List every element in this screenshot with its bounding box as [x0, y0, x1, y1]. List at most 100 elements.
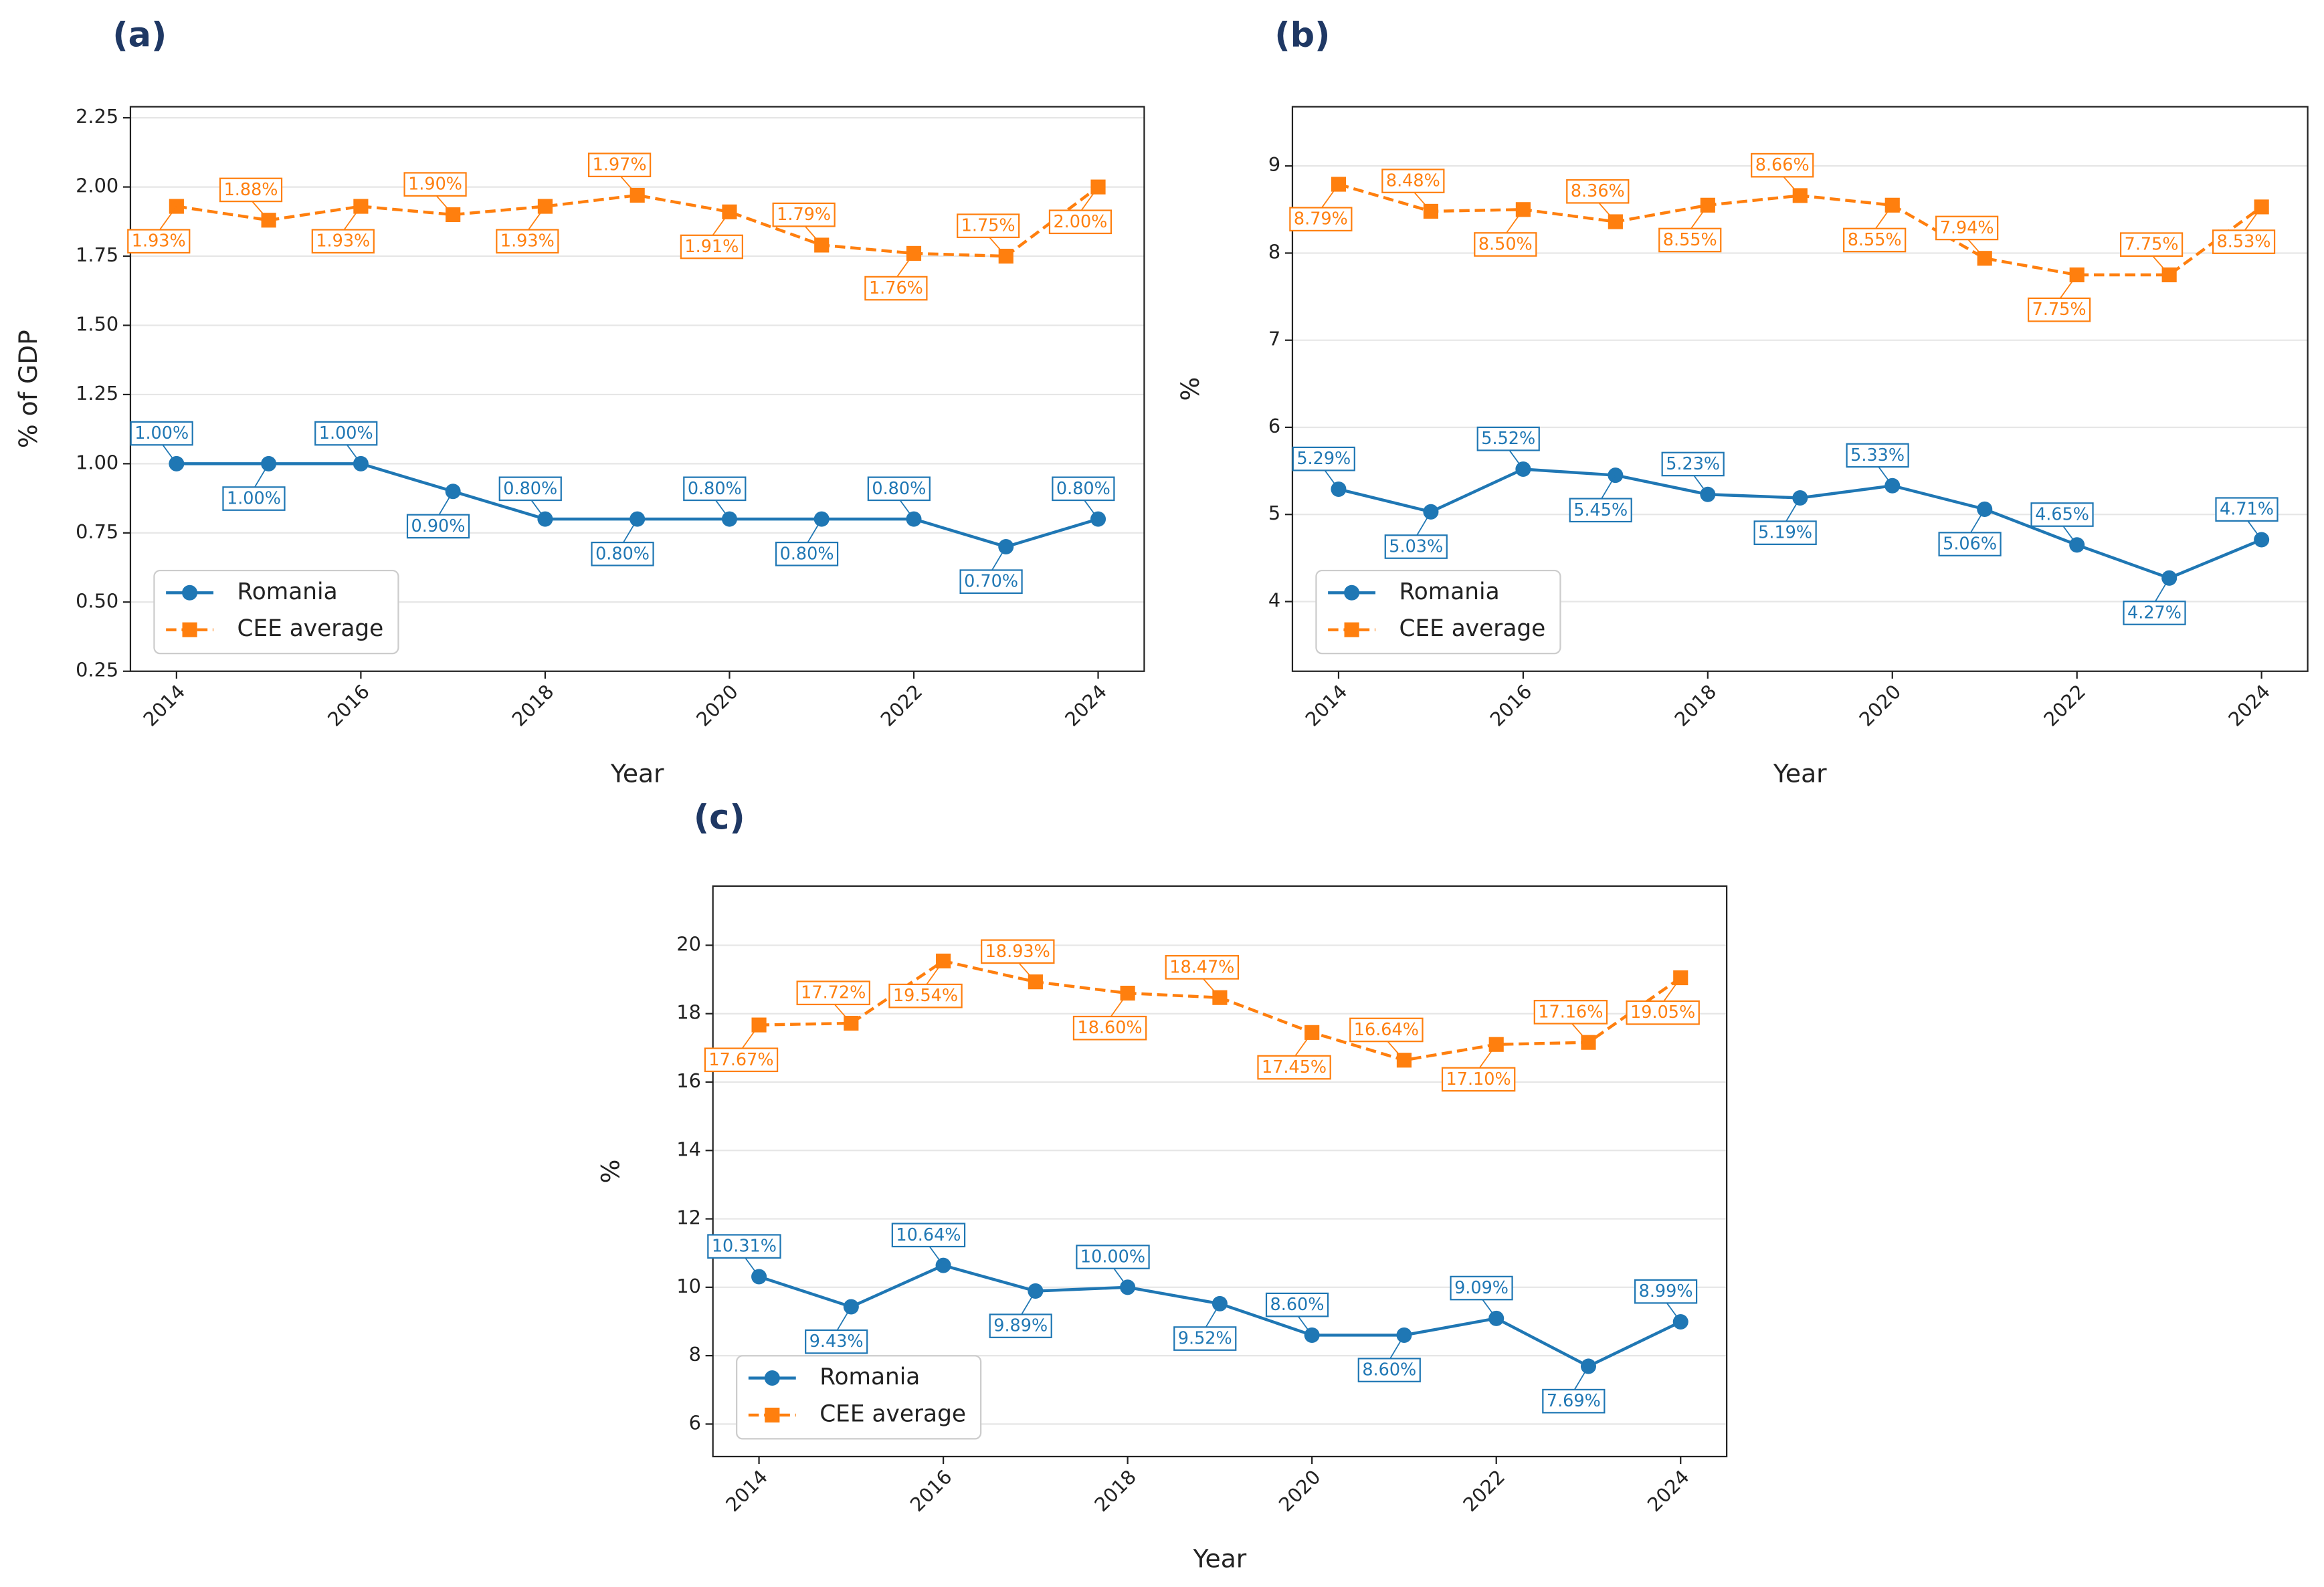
data-point — [998, 538, 1014, 555]
label-connector — [621, 518, 638, 544]
label-connector — [1389, 1334, 1405, 1361]
y-tick-label: 12 — [676, 1206, 701, 1229]
value-label-box — [1634, 1279, 1698, 1304]
value-label: 0.80% — [595, 544, 650, 564]
legend-label: Romania — [819, 1364, 920, 1390]
label-connector — [345, 443, 362, 464]
y-tick-label: 6 — [689, 1411, 701, 1434]
label-connector — [530, 498, 546, 520]
value-label: 1.91% — [684, 237, 739, 257]
value-label: 0.80% — [872, 479, 926, 499]
value-label: 8.60% — [1270, 1295, 1325, 1315]
value-label-box — [1938, 532, 2002, 556]
series-line — [176, 185, 1099, 258]
value-label-box — [314, 421, 378, 446]
label-connector — [803, 224, 822, 246]
data-point — [630, 511, 646, 527]
value-label-box — [1753, 520, 1817, 545]
label-connector — [1781, 175, 1801, 197]
value-label: 5.45% — [1573, 500, 1628, 520]
value-label: 9.52% — [1178, 1329, 1232, 1349]
y-tick-label: 16 — [676, 1069, 701, 1092]
value-label-box — [707, 1234, 781, 1259]
label-connector — [990, 546, 1007, 572]
value-label-box — [683, 476, 747, 502]
value-label: 4.71% — [2220, 500, 2274, 520]
y-tick-label: 6 — [1268, 415, 1280, 437]
label-connector — [1204, 1303, 1221, 1330]
value-label-box — [981, 939, 1055, 964]
value-label-box — [1076, 1245, 1150, 1269]
plot-frame — [129, 106, 1145, 672]
y-tick-label: 4 — [1268, 589, 1280, 612]
value-label: 2.00% — [1053, 212, 1107, 232]
y-axis-label: % of GDP — [13, 330, 43, 448]
value-label-box — [1072, 1015, 1147, 1041]
value-label: 8.53% — [2217, 232, 2271, 252]
label-connector — [1689, 205, 1709, 231]
legend-label: CEE average — [1399, 615, 1545, 642]
label-connector — [1109, 992, 1129, 1019]
value-label: 1.00% — [319, 423, 373, 443]
label-connector — [1082, 498, 1099, 520]
label-connector — [1323, 468, 1339, 490]
value-label-box — [1935, 215, 1999, 241]
plot-frame — [1291, 106, 2309, 672]
value-label: 10.64% — [896, 1225, 961, 1245]
y-tick-label: 1.25 — [76, 382, 118, 405]
y-tick-label: 8 — [689, 1343, 701, 1366]
value-label: 17.67% — [708, 1050, 773, 1070]
data-point — [1120, 1279, 1136, 1295]
label-connector — [1969, 508, 1986, 535]
x-axis-label: Year — [1193, 1544, 1247, 1574]
value-label-box — [130, 421, 193, 446]
label-connector — [2058, 274, 2078, 300]
value-label: 0.80% — [688, 479, 742, 499]
value-label: 1.75% — [961, 216, 1015, 236]
y-tick-label: 1.50 — [76, 312, 118, 335]
y-tick-label: 10 — [676, 1275, 701, 1297]
y-axis-label: % — [1175, 377, 1205, 401]
y-tick-label: 7 — [1268, 328, 1280, 350]
y-tick-label: 0.25 — [76, 659, 118, 681]
value-label: 9.09% — [1454, 1278, 1509, 1298]
y-tick-label: 8 — [1268, 240, 1280, 263]
value-label-box — [1474, 232, 1537, 257]
value-label-box — [2028, 297, 2091, 322]
label-connector — [1385, 1039, 1405, 1061]
value-label-box — [2119, 232, 2184, 257]
x-axis-label: Year — [610, 758, 664, 788]
value-label: 10.00% — [1080, 1247, 1145, 1267]
value-label: 8.48% — [1386, 171, 1440, 191]
label-connector — [2246, 519, 2262, 540]
label-connector — [743, 1256, 760, 1277]
value-label-box — [1533, 1000, 1608, 1025]
value-label-box — [796, 980, 870, 1006]
value-label-box — [704, 1047, 779, 1073]
label-connector — [741, 1025, 760, 1051]
value-label-box — [591, 541, 654, 566]
value-label: 8.79% — [1294, 209, 1348, 229]
value-label: 0.80% — [1056, 479, 1110, 499]
value-label-box — [1566, 179, 1630, 204]
data-point — [751, 1017, 767, 1033]
value-label: 8.66% — [1755, 155, 1810, 175]
label-connector — [1201, 976, 1221, 998]
value-label-box — [498, 476, 562, 502]
value-label-box — [1048, 209, 1112, 235]
value-label-box — [1450, 1275, 1513, 1301]
label-connector — [1320, 184, 1339, 210]
label-connector — [1597, 201, 1616, 223]
label-connector — [1573, 1366, 1589, 1392]
label-connector — [343, 206, 362, 232]
label-connector — [1017, 961, 1036, 982]
value-label: 7.75% — [2125, 235, 2179, 255]
value-label: 1.93% — [132, 231, 186, 251]
panel-label: (a) — [112, 15, 167, 55]
value-label-box — [1843, 227, 1907, 253]
y-tick-label: 5 — [1268, 502, 1280, 524]
value-label: 17.10% — [1446, 1069, 1511, 1089]
label-connector — [1416, 511, 1432, 537]
